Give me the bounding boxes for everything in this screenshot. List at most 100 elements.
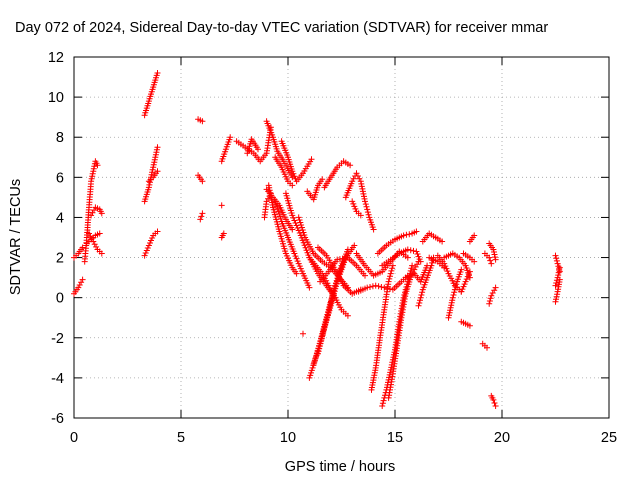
data-point-marker bbox=[93, 243, 100, 250]
data-point-marker bbox=[380, 397, 387, 404]
data-point-marker bbox=[354, 173, 361, 179]
data-point-marker bbox=[310, 360, 317, 367]
data-point-marker bbox=[291, 250, 298, 257]
data-point-marker bbox=[290, 214, 297, 221]
data-point-marker bbox=[255, 146, 261, 153]
y-tick-label: -2 bbox=[51, 331, 64, 347]
data-point-marker bbox=[364, 209, 371, 216]
data-point-marker bbox=[319, 176, 326, 183]
data-point-marker bbox=[318, 335, 325, 342]
data-point-marker bbox=[410, 247, 417, 254]
data-point-marker bbox=[198, 213, 205, 220]
data-point-marker bbox=[486, 298, 493, 304]
data-point-marker bbox=[451, 289, 458, 296]
x-tick-labels: 0 5 10 15 20 25 bbox=[70, 430, 617, 446]
data-point-marker bbox=[369, 283, 376, 290]
data-point-marker bbox=[154, 228, 161, 235]
x-tick-label: 15 bbox=[387, 430, 403, 446]
data-point-marker bbox=[386, 275, 393, 282]
data-point-marker bbox=[199, 118, 206, 125]
data-point-marker bbox=[98, 250, 105, 257]
data-point-marker bbox=[372, 282, 379, 289]
y-tick-label: 12 bbox=[48, 50, 64, 66]
data-point-marker bbox=[320, 330, 327, 336]
data-point-marker bbox=[491, 287, 498, 294]
data-point-marker bbox=[400, 232, 407, 239]
data-point-marker bbox=[488, 260, 495, 267]
data-point-marker bbox=[450, 292, 457, 298]
data-point-marker bbox=[277, 215, 284, 222]
data-point-marker bbox=[407, 247, 414, 254]
data-point-marker bbox=[94, 162, 101, 169]
data-point-marker bbox=[316, 343, 323, 349]
data-point-marker bbox=[199, 210, 206, 217]
data-point-marker bbox=[451, 286, 458, 293]
data-point-marker bbox=[492, 284, 499, 291]
data-point-marker bbox=[487, 295, 494, 302]
data-point-marker bbox=[344, 312, 351, 319]
x-tick-label: 10 bbox=[280, 430, 296, 446]
data-point-marker bbox=[552, 282, 559, 289]
data-point-marker bbox=[362, 272, 368, 279]
data-point-marker bbox=[429, 259, 436, 266]
data-point-marker bbox=[320, 327, 327, 334]
y-tick-label: 4 bbox=[56, 210, 64, 226]
data-point-marker bbox=[415, 302, 422, 309]
data-point-marker bbox=[378, 284, 385, 290]
data-point-marker bbox=[370, 226, 377, 233]
data-point-marker bbox=[141, 252, 148, 259]
data-point-marker bbox=[412, 263, 419, 270]
data-point-marker bbox=[492, 403, 499, 409]
data-point-marker bbox=[362, 198, 368, 205]
data-point-marker bbox=[414, 251, 421, 257]
data-point-marker bbox=[486, 254, 493, 261]
data-point-marker bbox=[553, 280, 560, 286]
data-point-marker bbox=[418, 292, 425, 298]
data-point-marker bbox=[406, 231, 413, 238]
data-point-marker bbox=[308, 156, 315, 163]
data-point-marker bbox=[449, 294, 456, 301]
data-point-marker bbox=[452, 284, 459, 290]
y-tick-labels: -6 -4 -2 0 2 4 6 8 10 12 bbox=[48, 50, 64, 427]
data-point-marker bbox=[364, 284, 371, 291]
data-point-marker bbox=[409, 262, 416, 269]
data-point-marker bbox=[88, 212, 95, 219]
data-point-marker bbox=[295, 214, 302, 221]
x-tick-label: 0 bbox=[70, 430, 78, 446]
data-point-marker bbox=[555, 263, 562, 270]
data-point-marker bbox=[90, 238, 97, 245]
chart-title: Day 072 of 2024, Sidereal Day-to-day VTE… bbox=[15, 20, 548, 36]
data-point-marker bbox=[416, 300, 423, 306]
data-point-marker bbox=[293, 270, 300, 277]
data-point-marker bbox=[556, 276, 563, 283]
data-point-marker bbox=[490, 396, 497, 403]
data-point-marker bbox=[408, 265, 415, 272]
data-point-marker bbox=[363, 203, 370, 210]
data-point-marker bbox=[487, 257, 494, 264]
data-point-marker bbox=[404, 254, 411, 261]
data-point-marker bbox=[91, 241, 98, 248]
data-point-marker bbox=[357, 212, 364, 219]
data-point-marker bbox=[367, 284, 373, 290]
data-point-marker bbox=[227, 134, 234, 141]
data-point-marker bbox=[439, 238, 446, 245]
data-point-marker bbox=[414, 261, 421, 268]
data-point-marker bbox=[315, 350, 321, 357]
plot-frame bbox=[73, 56, 610, 419]
data-point-marker bbox=[365, 211, 372, 218]
data-point-marker bbox=[417, 258, 424, 265]
data-point-marker bbox=[289, 182, 296, 189]
data-point-marker bbox=[263, 198, 270, 205]
data-point-marker bbox=[419, 289, 426, 296]
data-point-marker bbox=[316, 345, 323, 352]
data-point-marker bbox=[453, 281, 460, 288]
data-point-marker bbox=[75, 284, 82, 291]
data-point-marker bbox=[220, 230, 227, 237]
data-point-marker bbox=[489, 290, 496, 296]
data-point-marker bbox=[492, 256, 499, 263]
data-point-marker bbox=[98, 210, 105, 217]
data-point-marker bbox=[79, 276, 86, 283]
data-point-marker bbox=[197, 216, 204, 223]
data-point-marker bbox=[96, 230, 103, 237]
